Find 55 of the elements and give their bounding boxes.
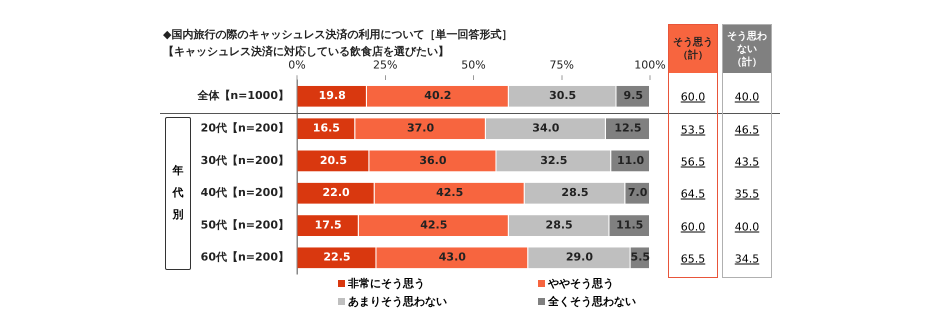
y-tick-label: 30代【n=200】	[200, 154, 289, 167]
x-tick-label: 50%	[461, 58, 486, 72]
text: 37.0	[406, 122, 434, 135]
text: 40.0	[734, 220, 760, 234]
legend-label: ややそう思う	[547, 276, 615, 291]
text: 11.5	[616, 218, 644, 232]
text: 40.2	[424, 89, 452, 102]
text: 28.5	[561, 186, 589, 200]
text: 43.5	[734, 155, 760, 168]
text: 34.5	[734, 252, 760, 266]
text: 46.5	[734, 123, 760, 136]
x-tick-label: 0%	[288, 58, 306, 72]
text: 32.5	[540, 154, 568, 167]
text: 42.5	[420, 218, 448, 232]
text: 28.5	[546, 218, 573, 232]
text: そう思わない（計）	[723, 25, 771, 73]
x-tick-label: 100%	[634, 58, 666, 72]
y-tick-label: 50代【n=200】	[200, 218, 289, 232]
text: 30.5	[549, 89, 576, 102]
text: 11.0	[617, 154, 644, 167]
text: 29.0	[566, 250, 593, 264]
legend-label: 非常にそう思う	[347, 276, 426, 291]
x-tick-label: 25%	[373, 58, 398, 72]
y-tick-label: 全体【n=1000】	[196, 89, 289, 102]
x-tick-label: 75%	[550, 58, 574, 72]
text: 64.5	[680, 188, 706, 201]
text: 53.5	[680, 123, 706, 136]
y-tick-label: 60代【n=200】	[200, 250, 289, 264]
text: そう思う（計）	[669, 25, 717, 73]
legend-label: 全くそう思わない	[547, 294, 637, 309]
text: 60.0	[680, 220, 706, 234]
text: 40.0	[734, 90, 760, 104]
text: 34.0	[532, 122, 560, 135]
text: 22.5	[323, 250, 351, 264]
text: 19.8	[318, 89, 346, 102]
text: 36.0	[419, 154, 446, 167]
text: 42.5	[436, 186, 464, 200]
legend-label: あまりそう思わない	[347, 294, 448, 309]
text: 56.5	[680, 155, 706, 168]
text: 35.5	[734, 188, 760, 201]
text: 9.5	[623, 89, 643, 102]
chart-title: ◆国内旅行の際のキャッシュレス決済の利用について［単一回答形式］	[163, 27, 512, 42]
y-tick-label: 20代【n=200】	[200, 122, 289, 135]
text: 43.0	[438, 250, 466, 264]
text: 12.5	[614, 122, 642, 135]
text: 65.5	[680, 252, 706, 266]
text: 60.0	[680, 90, 706, 104]
y-axis-title: 年代別	[172, 163, 184, 224]
text: 17.5	[314, 218, 342, 232]
chart-subtitle: 【キャッシュレス決済に対応している飲食店を選びたい】	[163, 44, 449, 59]
text: 7.0	[628, 186, 648, 200]
text: 20.5	[320, 154, 348, 167]
text: 22.0	[322, 186, 350, 200]
text: 16.5	[312, 122, 340, 135]
y-tick-label: 40代【n=200】	[200, 186, 289, 200]
